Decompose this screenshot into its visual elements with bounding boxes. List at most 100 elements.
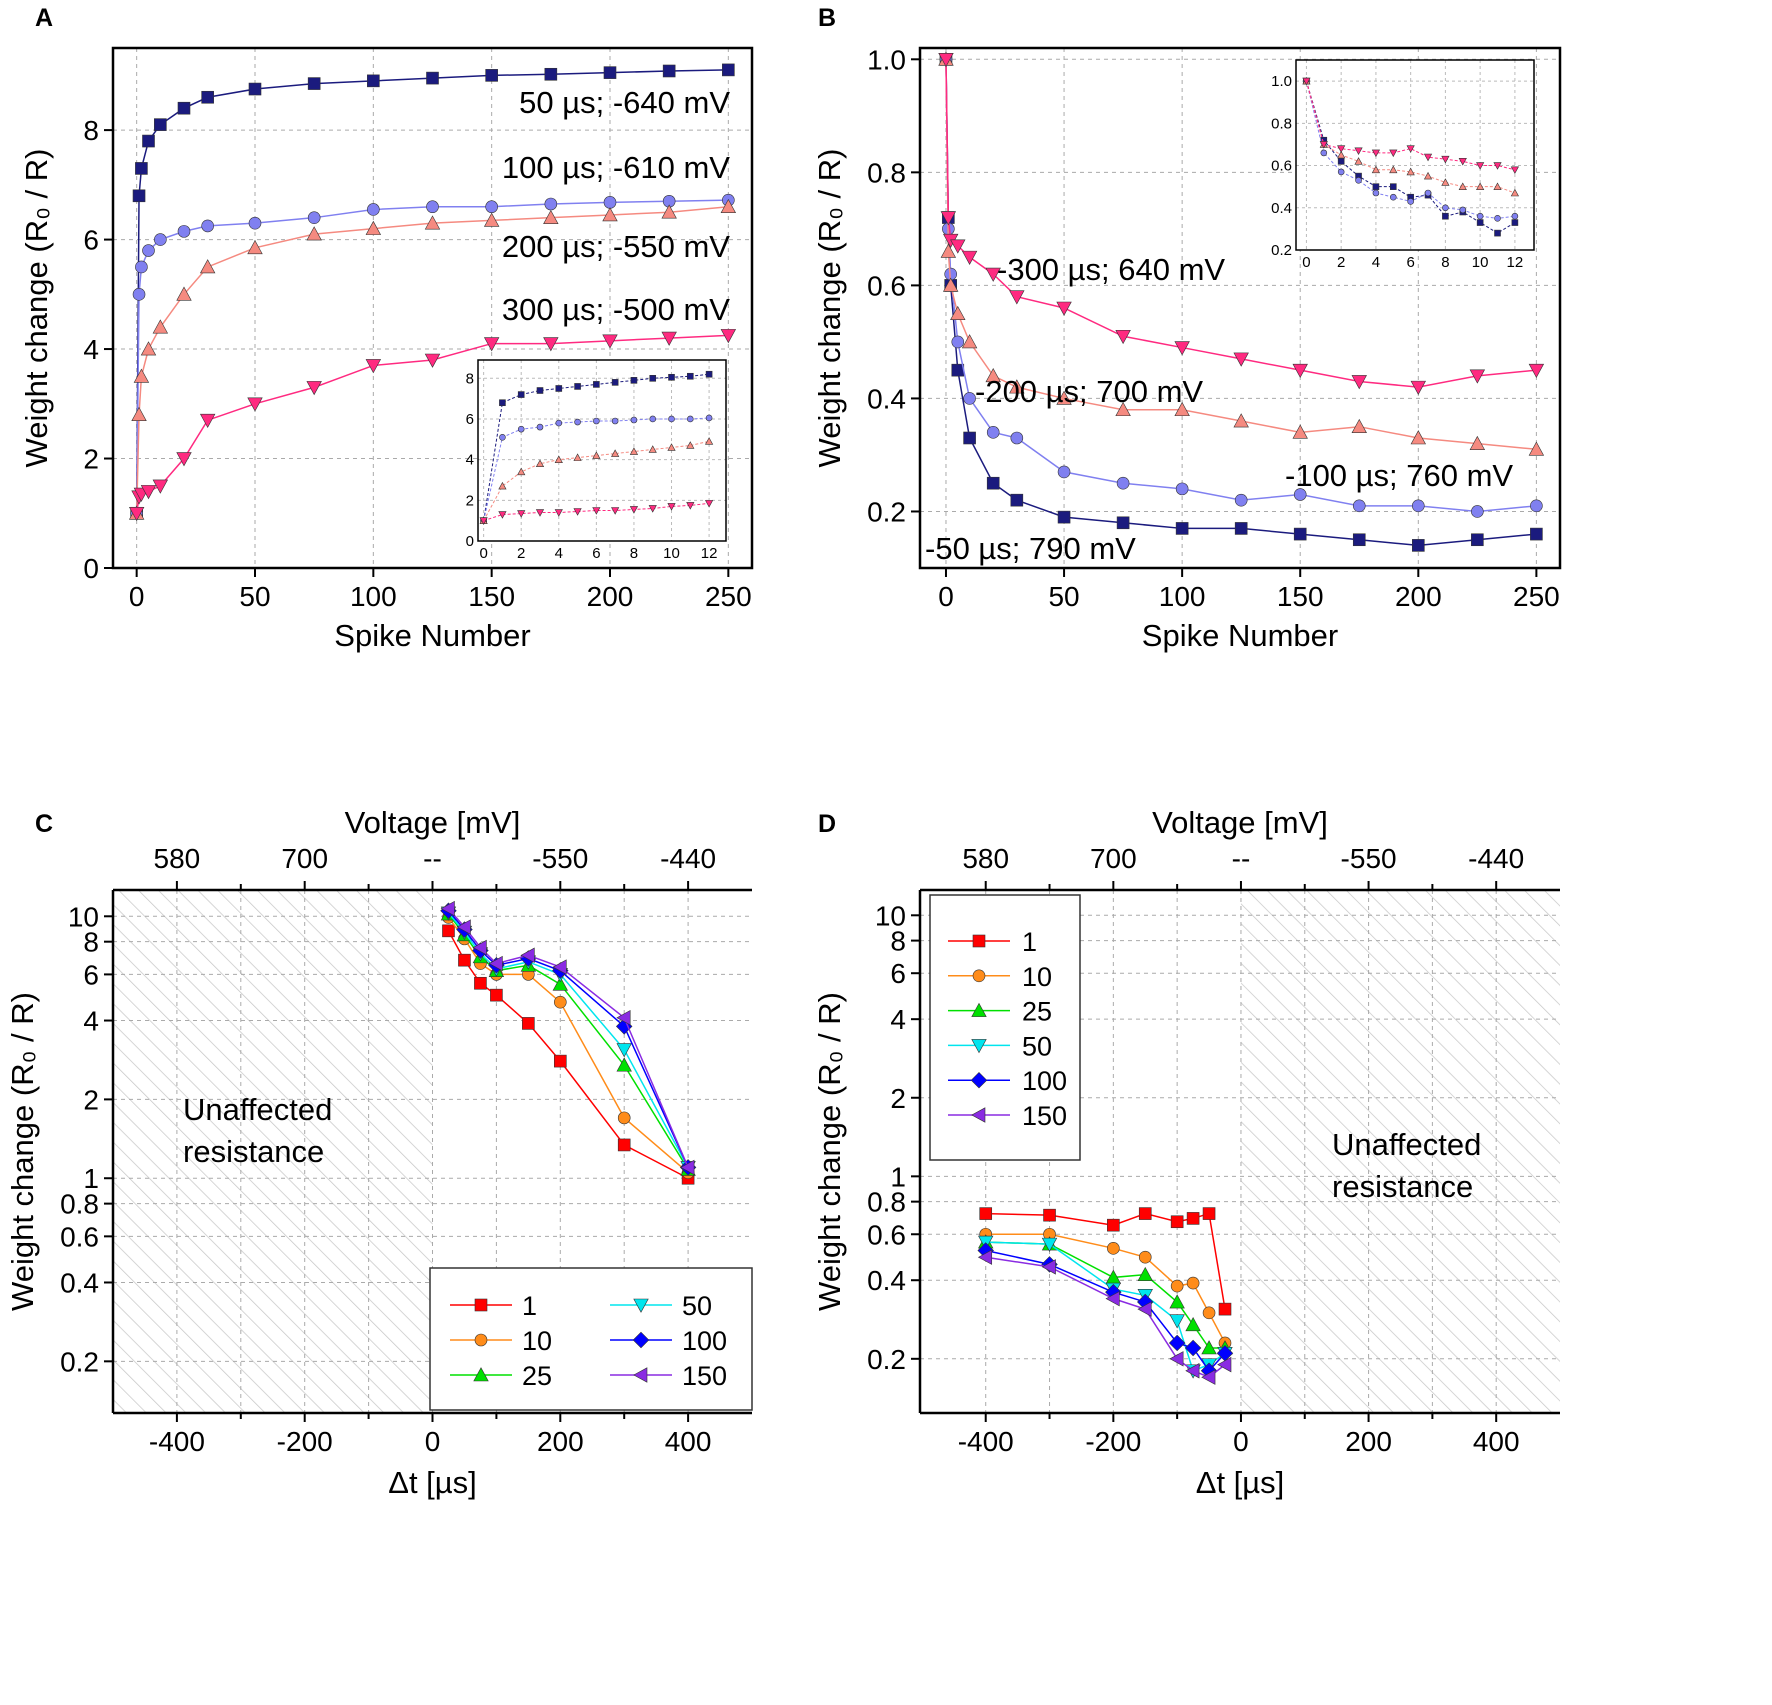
x-tick-label: 200 xyxy=(587,581,634,612)
x-axis-title: Δt [µs] xyxy=(1196,1465,1285,1500)
x-tick-label: 150 xyxy=(468,581,515,612)
legend-marker xyxy=(474,1333,488,1347)
data-point xyxy=(426,200,439,214)
inset-data-point xyxy=(1371,149,1381,158)
inset-y-tick-label: 0.2 xyxy=(1271,242,1292,259)
inset-data-point xyxy=(535,459,545,468)
data-point xyxy=(307,211,321,224)
inset-data-point xyxy=(479,517,488,525)
legend-marker xyxy=(632,1331,650,1349)
legend-marker xyxy=(972,969,986,983)
inset-data-point xyxy=(649,415,657,423)
y-tick-label: 8 xyxy=(890,926,906,957)
data-point xyxy=(1202,1207,1216,1220)
x-tick-label: 400 xyxy=(665,1426,712,1457)
data-point xyxy=(1351,418,1367,433)
data-point xyxy=(440,900,455,917)
inset-data-point xyxy=(1337,150,1346,159)
inset-data-point xyxy=(498,511,507,519)
data-point xyxy=(617,1138,631,1152)
inset-data-point xyxy=(593,381,600,388)
series-annotation: -300 µs; 640 mV xyxy=(997,252,1225,287)
data-point xyxy=(474,976,487,990)
inset-data-point xyxy=(611,417,619,425)
data-point xyxy=(306,226,322,241)
data-point xyxy=(1352,499,1366,513)
data-point xyxy=(602,207,618,222)
y-tick-label: 2 xyxy=(83,1084,99,1115)
data-point xyxy=(442,924,455,938)
data-point xyxy=(1469,369,1486,384)
data-point xyxy=(520,947,535,963)
x-tick-label: 0 xyxy=(1233,1426,1249,1457)
data-point xyxy=(1116,516,1130,530)
x-tick-label: -200 xyxy=(1085,1426,1141,1457)
inset-data-point xyxy=(517,391,525,398)
x-tick-label: 200 xyxy=(1345,1426,1392,1457)
x-axis-title: Spike Number xyxy=(1142,618,1338,653)
legend-marker xyxy=(972,934,986,948)
data-point xyxy=(367,203,380,216)
data-point xyxy=(950,305,966,320)
data-point xyxy=(602,334,618,349)
series--200-s-700-mv xyxy=(938,51,1545,456)
legend-item: 25 xyxy=(450,1361,552,1391)
data-point xyxy=(950,239,966,254)
series-group xyxy=(128,63,737,522)
inset-y-tick-label: 0 xyxy=(466,533,474,550)
data-point xyxy=(483,212,500,227)
data-point xyxy=(1169,1351,1184,1367)
x2-tick-label: -440 xyxy=(660,843,716,874)
data-point xyxy=(1234,522,1248,535)
inset-data-point xyxy=(704,500,714,508)
legend-marker xyxy=(971,1039,987,1054)
data-point xyxy=(133,368,150,383)
inset-data-point xyxy=(1510,166,1519,175)
data-point xyxy=(1170,1215,1184,1229)
inset-series xyxy=(480,414,713,524)
inset-frame xyxy=(477,359,727,542)
inset-data-point xyxy=(1423,153,1433,162)
data-point xyxy=(365,220,382,235)
data-point xyxy=(552,959,567,975)
data-point xyxy=(1170,1279,1184,1293)
data-point xyxy=(603,66,617,79)
data-point xyxy=(616,1057,632,1072)
x-tick-label: 50 xyxy=(1048,581,1079,612)
data-point xyxy=(1043,1208,1056,1222)
data-point xyxy=(424,215,441,230)
data-point xyxy=(951,335,965,349)
inset-data-point xyxy=(1354,157,1363,165)
x2-tick-label: 580 xyxy=(154,843,201,874)
shaded-region-label: Unaffected xyxy=(1332,1127,1481,1162)
inset-data-point xyxy=(686,441,695,449)
data-point xyxy=(1041,1237,1058,1252)
legend-item: 150 xyxy=(948,1101,1067,1131)
series-10 xyxy=(979,1227,1232,1350)
data-point xyxy=(1293,488,1307,501)
inset-data-point xyxy=(648,445,657,453)
inset-frame xyxy=(1295,59,1535,251)
data-point xyxy=(979,1207,993,1220)
data-point xyxy=(522,1017,535,1030)
inset-data-point xyxy=(1476,162,1485,170)
data-point xyxy=(199,413,216,429)
inset-data-point xyxy=(1406,145,1415,153)
inset-data-point xyxy=(536,423,544,431)
axes-frame xyxy=(918,46,1562,570)
data-point xyxy=(616,1010,631,1026)
legend-item: 50 xyxy=(948,1031,1052,1061)
data-point xyxy=(552,976,569,991)
x2-tick-label: 700 xyxy=(1090,843,1137,874)
data-point xyxy=(722,63,735,77)
y-tick-label: 6 xyxy=(83,225,99,256)
data-point xyxy=(1218,1302,1232,1316)
inset-data-point xyxy=(573,508,582,516)
inset-data-point xyxy=(1442,204,1449,212)
data-point xyxy=(142,134,155,148)
data-point xyxy=(472,939,487,956)
inset-x-tick-label: 4 xyxy=(1372,254,1380,271)
y-tick-label: 10 xyxy=(68,901,99,932)
